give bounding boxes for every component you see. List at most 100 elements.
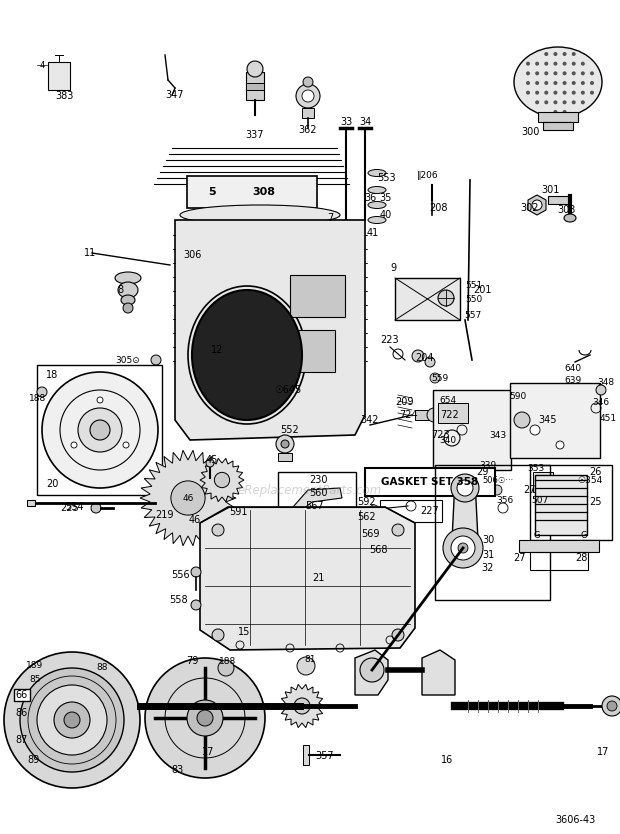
Circle shape	[145, 658, 265, 778]
Circle shape	[554, 81, 557, 85]
Circle shape	[187, 700, 223, 736]
Bar	[187, 176, 317, 208]
Text: 11: 11	[84, 248, 96, 258]
Text: 35: 35	[380, 193, 392, 203]
Text: 29: 29	[476, 467, 488, 477]
Text: 591: 591	[229, 507, 247, 517]
Circle shape	[526, 62, 530, 66]
Circle shape	[303, 77, 313, 87]
Circle shape	[581, 81, 585, 85]
Circle shape	[581, 91, 585, 95]
Circle shape	[581, 72, 585, 75]
Bar	[365, 468, 495, 496]
Bar	[543, 122, 573, 130]
Bar	[278, 453, 292, 461]
Text: 45: 45	[206, 455, 218, 465]
Bar	[380, 500, 442, 522]
Circle shape	[514, 412, 530, 428]
Text: 188: 188	[29, 394, 46, 403]
Circle shape	[590, 72, 594, 75]
Circle shape	[458, 543, 468, 553]
Text: 347: 347	[166, 90, 184, 100]
Circle shape	[443, 528, 483, 568]
Text: 639: 639	[564, 375, 582, 384]
Ellipse shape	[368, 202, 386, 208]
Bar	[415, 410, 433, 420]
Circle shape	[562, 62, 567, 66]
Ellipse shape	[368, 187, 386, 193]
Circle shape	[590, 81, 594, 85]
Text: 33: 33	[340, 117, 352, 127]
Circle shape	[526, 81, 530, 85]
Circle shape	[562, 91, 567, 95]
Circle shape	[572, 62, 576, 66]
Circle shape	[572, 91, 576, 95]
Circle shape	[562, 110, 567, 114]
Circle shape	[554, 100, 557, 104]
Text: 17: 17	[597, 747, 609, 757]
Circle shape	[581, 62, 585, 66]
Text: 87: 87	[16, 735, 28, 745]
Bar	[27, 500, 35, 506]
Text: 89: 89	[27, 755, 39, 765]
Bar	[48, 62, 70, 90]
Text: 654: 654	[440, 395, 456, 404]
Text: 353: 353	[528, 464, 544, 473]
Text: 356: 356	[497, 495, 513, 505]
Text: 4: 4	[40, 61, 45, 69]
Circle shape	[206, 459, 214, 467]
Polygon shape	[200, 507, 415, 650]
Bar	[433, 390, 511, 470]
Text: 201: 201	[472, 285, 491, 295]
Text: 567: 567	[306, 501, 324, 511]
Circle shape	[572, 100, 576, 104]
Text: 451: 451	[600, 414, 616, 423]
Ellipse shape	[121, 295, 135, 305]
Bar	[519, 540, 599, 552]
Text: 31: 31	[482, 550, 494, 560]
Text: 27: 27	[523, 485, 535, 495]
Circle shape	[302, 90, 314, 102]
Circle shape	[544, 91, 548, 95]
Text: 86: 86	[16, 708, 28, 718]
Text: 17: 17	[202, 747, 214, 757]
Polygon shape	[452, 480, 478, 555]
Circle shape	[54, 702, 90, 738]
Circle shape	[544, 52, 548, 56]
Text: 557: 557	[464, 312, 482, 320]
Polygon shape	[140, 450, 236, 545]
Circle shape	[572, 481, 584, 493]
Polygon shape	[355, 650, 388, 695]
Circle shape	[554, 52, 557, 56]
Text: 209: 209	[396, 397, 414, 407]
Circle shape	[535, 81, 539, 85]
Text: 562: 562	[356, 512, 375, 522]
Circle shape	[526, 91, 530, 95]
Text: 230: 230	[309, 475, 327, 485]
Text: 36: 36	[364, 193, 376, 203]
Circle shape	[123, 303, 133, 313]
Circle shape	[191, 567, 201, 577]
Text: 81: 81	[304, 656, 316, 665]
Text: 552: 552	[281, 425, 299, 435]
Circle shape	[581, 100, 585, 104]
Circle shape	[281, 440, 289, 448]
Text: 305⊙: 305⊙	[115, 355, 140, 364]
Text: 507: 507	[531, 495, 549, 505]
Circle shape	[191, 600, 201, 610]
Text: 553: 553	[377, 173, 396, 183]
Text: 5: 5	[208, 187, 216, 197]
Text: 339: 339	[479, 460, 497, 470]
Text: 558: 558	[169, 595, 187, 605]
Text: 569: 569	[361, 529, 379, 539]
Text: 46: 46	[182, 494, 193, 503]
Text: 343: 343	[489, 430, 507, 440]
Text: 340: 340	[440, 435, 456, 445]
Circle shape	[392, 524, 404, 536]
Bar	[302, 108, 314, 118]
Circle shape	[572, 81, 576, 85]
Circle shape	[554, 72, 557, 75]
Circle shape	[554, 62, 557, 66]
Circle shape	[64, 712, 80, 728]
Circle shape	[171, 481, 205, 515]
